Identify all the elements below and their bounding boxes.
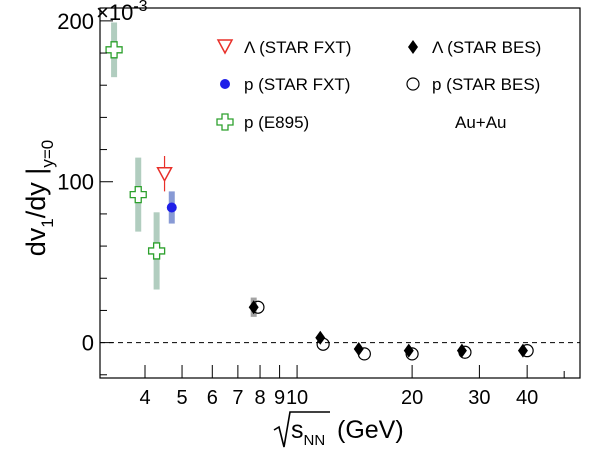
- y-axis-title-main: dv: [21, 227, 51, 256]
- legend-item-p-bes: p (STAR BES): [406, 75, 540, 94]
- y-tick-label: 200: [57, 9, 94, 34]
- series-markers-2: [105, 41, 166, 260]
- legend-marker-filled-diamond: [408, 40, 418, 54]
- data-point-filled-diamond: [248, 300, 259, 315]
- x-tick-label: 7: [232, 387, 243, 409]
- x-tick-label: 6: [207, 387, 218, 409]
- data-point-filled-diamond: [353, 342, 364, 357]
- y-exponent-label: ×10-3: [96, 0, 148, 25]
- data-point-open-triangle: [156, 166, 173, 183]
- y-tick-label: 0: [82, 331, 94, 356]
- series-markers-4: [251, 300, 534, 361]
- legend-label-p-bes: p (STAR BES): [432, 75, 540, 94]
- legend-label-p-e895: p (E895): [244, 113, 309, 132]
- x-tick-label: 20: [401, 387, 423, 409]
- y-exponent-power: -3: [133, 0, 147, 15]
- legend-marker-filled-circle: [220, 79, 230, 89]
- x-axis-title-unit: (GeV): [337, 416, 404, 444]
- legend-item-p-e895: p (E895): [216, 113, 309, 132]
- data-point-open-circle: [357, 347, 371, 361]
- x-tick-label: 30: [468, 387, 490, 409]
- y-axis-title-mid: /dy |: [21, 168, 51, 219]
- x-tick-label: 4: [139, 387, 150, 409]
- plot-area: [105, 22, 534, 361]
- data-point-filled-diamond: [517, 343, 528, 358]
- legend-label-lambda-fxt: Λ (STAR FXT): [244, 38, 351, 57]
- data-point-open-circle: [251, 300, 265, 314]
- x-tick-label: 5: [176, 387, 187, 409]
- y-axis-title-sub2: y=0: [38, 140, 57, 168]
- data-point-open-cross: [147, 242, 166, 260]
- x-axis-title: sNN (GeV): [273, 411, 404, 449]
- legend-marker-open-circle: [406, 77, 420, 91]
- axes: 4 5 6 7 8 9 10 20 30 40 0 100 200: [57, 7, 581, 409]
- x-tick-label: 8: [254, 387, 265, 409]
- data-point-open-circle: [405, 347, 419, 361]
- data-point-open-cross: [129, 185, 147, 204]
- x-axis-title-subscript: NN: [304, 432, 326, 449]
- data-point-open-circle: [316, 337, 330, 351]
- y-tick-label: 100: [57, 170, 94, 195]
- data-point-open-cross: [105, 41, 123, 59]
- x-axis-title-symbol: sNN: [291, 416, 325, 449]
- legend-marker-open-triangle-down: [216, 39, 234, 55]
- legend-marker-open-cross: [216, 113, 234, 131]
- sqrt-radical: [273, 411, 330, 448]
- data-point-open-circle: [458, 345, 472, 359]
- data-point-open-circle: [520, 344, 534, 358]
- plot-frame: [99, 7, 581, 379]
- series-markers-1: [166, 202, 177, 213]
- legend: Λ (STAR FXT) Λ (STAR BES) p (STAR FXT) p…: [216, 38, 541, 132]
- x-tick-label: 10: [286, 387, 308, 409]
- x-tick-label: 40: [516, 387, 538, 409]
- y-axis-title: dv1/dy |y=0: [21, 140, 57, 256]
- series-markers-0: [156, 166, 173, 183]
- y-exponent-base: ×10: [96, 0, 133, 25]
- collision-system-annotation: Au+Au: [455, 113, 507, 132]
- legend-item-p-fxt: p (STAR FXT): [220, 75, 350, 94]
- legend-label-lambda-bes: Λ (STAR BES): [432, 38, 541, 57]
- data-point-filled-circle: [166, 202, 177, 213]
- series-markers-3: [248, 300, 528, 358]
- x-tick-label: 9: [274, 387, 285, 409]
- y-axis-title-sub1: 1: [38, 218, 57, 227]
- legend-item-lambda-bes: Λ (STAR BES): [408, 38, 541, 57]
- legend-item-lambda-fxt: Λ (STAR FXT): [216, 38, 351, 57]
- legend-label-p-fxt: p (STAR FXT): [244, 75, 350, 94]
